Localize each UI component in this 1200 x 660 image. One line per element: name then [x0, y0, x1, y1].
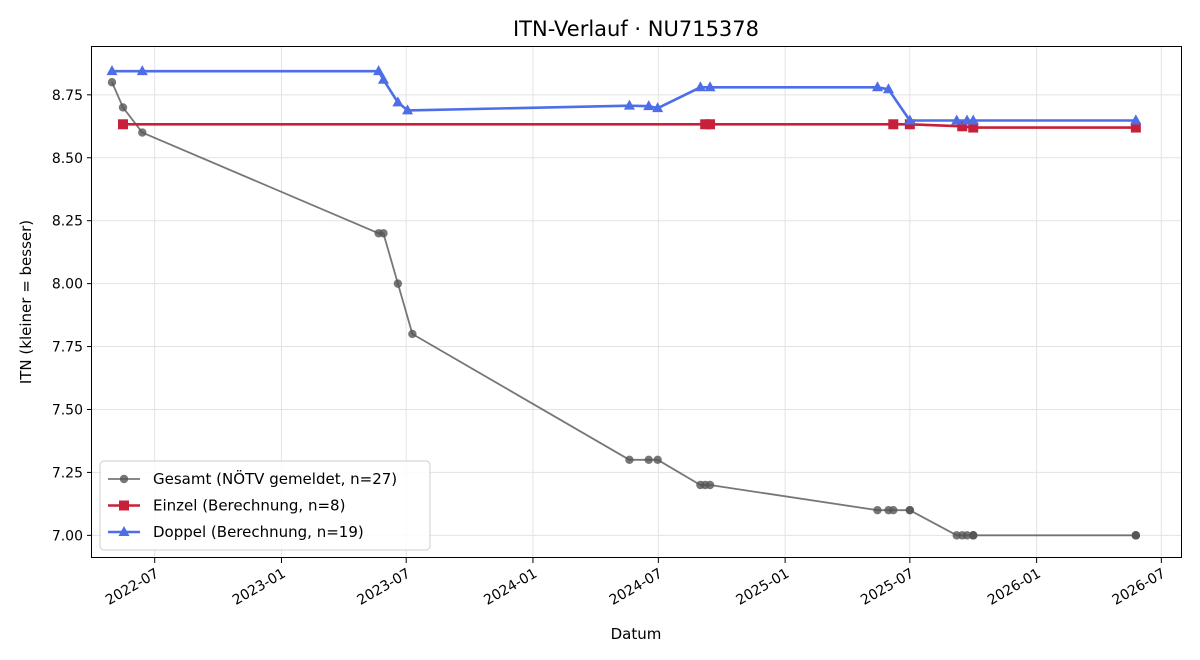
- data-point: [118, 119, 129, 130]
- x-tick-label: 2026-01: [985, 566, 1044, 609]
- series-circle: [107, 78, 1141, 540]
- data-point: [873, 505, 882, 515]
- x-tick-label: 2024-01: [481, 566, 540, 609]
- data-point: [379, 229, 388, 238]
- x-tick-label: 2022-07: [103, 566, 162, 609]
- data-point: [957, 121, 968, 132]
- data-point: [694, 81, 706, 92]
- data-point: [136, 65, 148, 76]
- data-point: [643, 100, 655, 111]
- data-point: [1131, 531, 1141, 540]
- data-point: [969, 531, 978, 540]
- data-point: [951, 114, 963, 125]
- data-point: [408, 329, 417, 339]
- data-point: [393, 279, 403, 288]
- data-point: [968, 122, 979, 133]
- y-tick-label: 7.00: [52, 528, 83, 544]
- y-tick-label: 7.50: [52, 402, 83, 418]
- data-point: [652, 102, 664, 113]
- x-axis: 2022-07 2023-01 2023-07 2024-01 2024-07 2025-…: [103, 558, 1168, 609]
- data-point: [625, 455, 634, 465]
- data-point: [138, 128, 147, 137]
- data-point: [106, 65, 118, 76]
- plot-frame: [91, 46, 1182, 558]
- data-point: [905, 505, 915, 515]
- legend-marker: [119, 474, 129, 484]
- y-tick-label: 8.75: [52, 88, 83, 104]
- data-point: [118, 103, 128, 112]
- data-point: [402, 104, 414, 115]
- data-point: [889, 505, 898, 515]
- data-point: [904, 114, 916, 125]
- series-line: [112, 69, 1136, 122]
- data-point: [888, 119, 899, 130]
- data-point: [107, 78, 117, 87]
- x-tick-label: 2023-07: [355, 566, 414, 609]
- data-point: [882, 83, 894, 94]
- y-axis-label: ITN (kleiner = besser): [17, 220, 35, 384]
- data-point: [373, 65, 385, 76]
- data-point: [962, 531, 972, 540]
- data-point: [705, 480, 715, 490]
- data-point: [392, 96, 404, 107]
- legend-label: Einzel (Berechnung, n=8): [153, 497, 345, 515]
- legend: Gesamt (NÖTV gemeldet, n=27) Einzel (Bere…: [99, 460, 431, 551]
- data-point: [644, 455, 653, 465]
- x-tick-label: 2025-07: [858, 566, 917, 609]
- data-point: [623, 99, 635, 110]
- y-tick-label: 8.25: [52, 214, 83, 230]
- data-point: [377, 73, 389, 84]
- data-point: [705, 119, 716, 130]
- y-axis: 7.00 7.25 7.50 7.75 8.00 8.25 8.50 8.75: [52, 88, 92, 544]
- series-line: [123, 123, 1136, 129]
- data-point: [704, 81, 716, 92]
- legend-marker: [119, 500, 129, 511]
- x-axis-label: Datum: [611, 625, 662, 643]
- chart-title: ITN-Verlauf · NU715378: [513, 17, 759, 41]
- data-point: [653, 455, 662, 465]
- y-tick-label: 7.25: [52, 465, 83, 481]
- y-tick-label: 8.50: [52, 151, 83, 167]
- y-tick-label: 8.00: [52, 277, 83, 293]
- x-tick-label: 2025-01: [733, 566, 792, 609]
- x-tick-label: 2024-07: [607, 566, 666, 609]
- x-tick-label: 2026-07: [1110, 566, 1169, 609]
- data-point: [1130, 122, 1141, 133]
- legend-box: [99, 460, 431, 551]
- legend-label: Gesamt (NÖTV gemeldet, n=27): [153, 469, 397, 488]
- data-point: [871, 81, 883, 92]
- legend-label: Doppel (Berechnung, n=19): [153, 523, 364, 541]
- data-point: [1130, 114, 1142, 125]
- y-tick-label: 7.75: [52, 340, 83, 356]
- data-point: [967, 114, 979, 125]
- series-triangle: [106, 65, 1142, 125]
- x-tick-label: 2023-01: [230, 566, 289, 609]
- series-layer: [106, 65, 1142, 540]
- legend-marker: [118, 526, 130, 536]
